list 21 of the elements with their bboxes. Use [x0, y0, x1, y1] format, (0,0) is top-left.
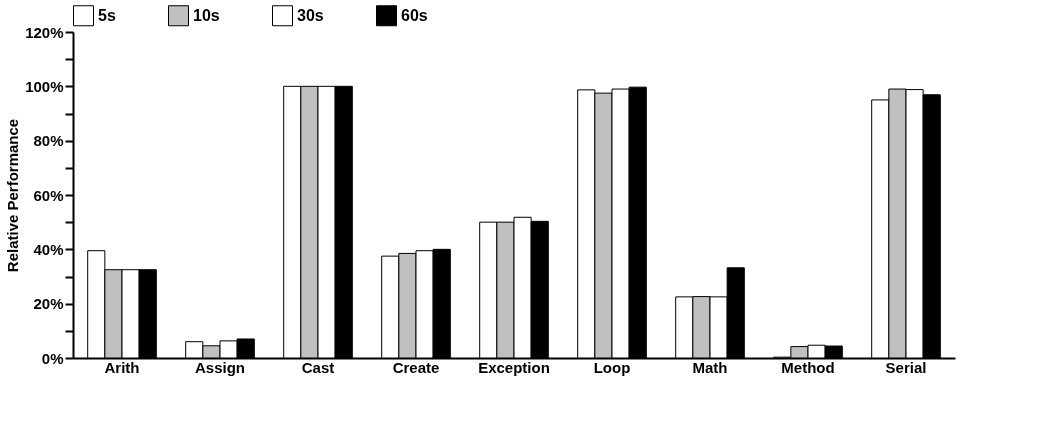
legend-label: 10s	[193, 6, 220, 24]
x-tick-label: Math	[692, 358, 728, 376]
y-tick-label: 0%	[41, 349, 64, 367]
legend-label: 5s	[98, 6, 116, 24]
y-tick-label: 80%	[33, 132, 64, 150]
y-tick-label: 60%	[33, 186, 64, 204]
x-tick-label: Method	[781, 358, 835, 376]
x-tick-label: Assign	[194, 358, 246, 376]
x-tick-label: Exception	[478, 358, 550, 376]
y-tick-label: 120%	[25, 23, 64, 41]
x-tick-label: Cast	[301, 358, 335, 376]
x-tick-label: Serial	[885, 358, 927, 376]
y-tick-label: 100%	[25, 77, 64, 95]
legend-label: 30s	[297, 6, 324, 24]
x-tick-label: Arith	[104, 358, 140, 376]
legend-label: 60s	[401, 6, 428, 24]
x-tick-label: Create	[392, 358, 440, 376]
x-tick-label: Loop	[593, 358, 631, 376]
y-axis-title: Relative Performance	[4, 118, 22, 273]
y-tick-label: 40%	[33, 240, 64, 258]
y-tick-label: 20%	[33, 295, 64, 313]
